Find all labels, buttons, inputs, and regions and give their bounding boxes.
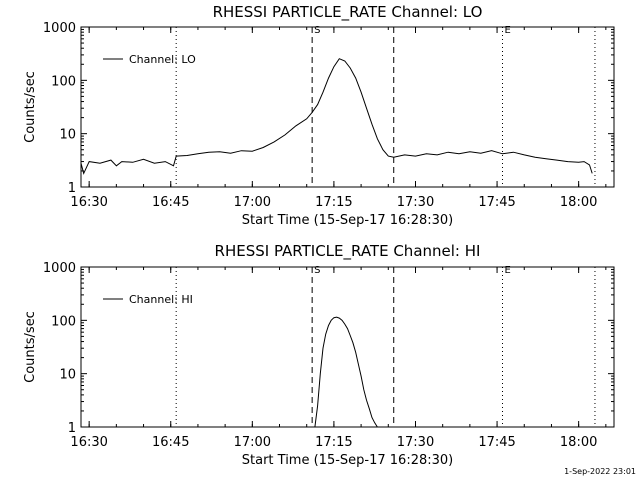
series-line	[81, 58, 593, 175]
legend-label: Channel: HI	[129, 293, 193, 306]
y-tick-label: 10	[59, 128, 76, 143]
timestamp-label: 1-Sep-2022 23:01	[564, 467, 636, 476]
y-tick-label: 1000	[43, 261, 76, 276]
x-tick-label: 16:30	[70, 195, 107, 210]
x-tick-label: 17:30	[397, 435, 434, 450]
y-tick-label: 1	[68, 421, 76, 436]
x-tick-label: 16:45	[152, 195, 189, 210]
series-line	[314, 316, 378, 427]
y-tick-label: 100	[51, 74, 76, 89]
x-tick-label: 18:00	[560, 435, 597, 450]
chart-title: RHESSI PARTICLE_RATE Channel: HI	[215, 242, 481, 261]
y-axis-title: Counts/sec	[23, 71, 38, 143]
marker-label: E	[505, 25, 511, 36]
marker-label: S	[314, 265, 320, 276]
plot-frame	[80, 266, 615, 428]
x-tick-label: 17:45	[478, 435, 515, 450]
x-tick-label: 17:45	[478, 195, 515, 210]
x-tick-label: 17:00	[234, 195, 271, 210]
x-tick-label: 17:00	[234, 435, 271, 450]
y-tick-label: 100	[51, 314, 76, 329]
chart-panel-lo: RHESSI PARTICLE_RATE Channel: LO 16:30 16:…	[23, 3, 615, 228]
chart-title: RHESSI PARTICLE_RATE Channel: LO	[213, 3, 483, 22]
x-axis-title: Start Time (15-Sep-17 16:28:30)	[242, 453, 453, 468]
chart-panel-hi: RHESSI PARTICLE_RATE Channel: HI 16:30 16:…	[23, 242, 615, 468]
legend-label: Channel: LO	[129, 53, 196, 66]
plot-frame	[80, 26, 615, 188]
y-tick-label: 10	[59, 368, 76, 383]
y-axis-title: Counts/sec	[23, 311, 38, 383]
y-tick-label: 1	[68, 181, 76, 196]
marker-label: E	[505, 265, 511, 276]
x-tick-label: 17:30	[397, 195, 434, 210]
marker-label: S	[314, 25, 320, 36]
x-axis-title: Start Time (15-Sep-17 16:28:30)	[242, 213, 453, 228]
x-tick-label: 17:15	[315, 195, 352, 210]
x-tick-label: 17:15	[315, 435, 352, 450]
y-tick-label: 1000	[43, 21, 76, 36]
x-tick-label: 18:00	[560, 195, 597, 210]
x-tick-label: 16:45	[152, 435, 189, 450]
x-tick-label: 16:30	[70, 435, 107, 450]
